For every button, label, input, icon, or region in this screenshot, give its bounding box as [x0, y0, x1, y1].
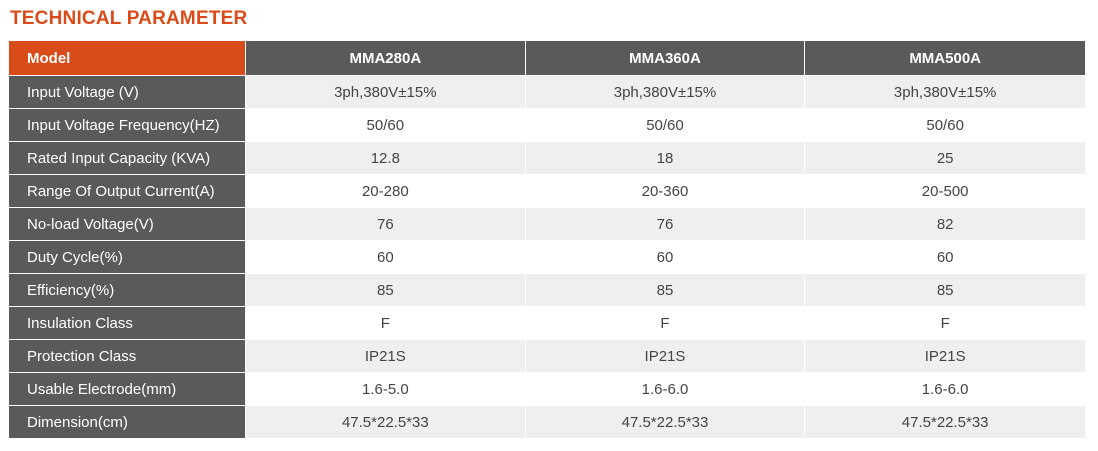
technical-parameter-table: Model MMA280A MMA360A MMA500A Input Volt…	[9, 41, 1085, 438]
cell-value: 12.8	[246, 141, 526, 174]
table-header-row: Model MMA280A MMA360A MMA500A	[9, 41, 1085, 75]
table-row: Protection Class IP21S IP21S IP21S	[9, 339, 1085, 372]
row-label: Dimension(cm)	[9, 405, 246, 438]
cell-value: 1.6-5.0	[246, 372, 526, 405]
model-header-mma500a: MMA500A	[805, 41, 1085, 75]
model-header: Model	[9, 41, 246, 75]
row-label: Range Of Output Current(A)	[9, 174, 246, 207]
cell-value: 1.6-6.0	[525, 372, 806, 405]
cell-value: 20-280	[246, 174, 526, 207]
row-label: Duty Cycle(%)	[9, 240, 246, 273]
table-row: Dimension(cm) 47.5*22.5*33 47.5*22.5*33 …	[9, 405, 1085, 438]
cell-value: 60	[525, 240, 806, 273]
cell-value: F	[525, 306, 806, 339]
table-row: Rated Input Capacity (KVA) 12.8 18 25	[9, 141, 1085, 174]
cell-value: 82	[805, 207, 1085, 240]
cell-value: IP21S	[805, 339, 1085, 372]
cell-value: 25	[805, 141, 1085, 174]
cell-value: 76	[525, 207, 806, 240]
cell-value: IP21S	[525, 339, 806, 372]
cell-value: 47.5*22.5*33	[805, 405, 1085, 438]
row-label: Efficiency(%)	[9, 273, 246, 306]
cell-value: 85	[246, 273, 526, 306]
table-row: Range Of Output Current(A) 20-280 20-360…	[9, 174, 1085, 207]
cell-value: 47.5*22.5*33	[246, 405, 526, 438]
cell-value: F	[246, 306, 526, 339]
table-row: Insulation Class F F F	[9, 306, 1085, 339]
table-row: No-load Voltage(V) 76 76 82	[9, 207, 1085, 240]
row-label: No-load Voltage(V)	[9, 207, 246, 240]
cell-value: F	[805, 306, 1085, 339]
row-label: Usable Electrode(mm)	[9, 372, 246, 405]
model-header-mma360a: MMA360A	[525, 41, 806, 75]
table-row: Duty Cycle(%) 60 60 60	[9, 240, 1085, 273]
cell-value: 20-360	[525, 174, 806, 207]
page-title: TECHNICAL PARAMETER	[10, 8, 248, 29]
table-row: Input Voltage Frequency(HZ) 50/60 50/60 …	[9, 108, 1085, 141]
table-row: Usable Electrode(mm) 1.6-5.0 1.6-6.0 1.6…	[9, 372, 1085, 405]
row-label: Insulation Class	[9, 306, 246, 339]
cell-value: 50/60	[525, 108, 806, 141]
cell-value: 18	[525, 141, 806, 174]
table-row: Input Voltage (V) 3ph,380V±15% 3ph,380V±…	[9, 75, 1085, 108]
model-header-mma280a: MMA280A	[246, 41, 526, 75]
cell-value: 60	[805, 240, 1085, 273]
cell-value: 20-500	[805, 174, 1085, 207]
row-label: Input Voltage (V)	[9, 75, 246, 108]
cell-value: 85	[525, 273, 806, 306]
cell-value: 3ph,380V±15%	[805, 75, 1085, 108]
row-label: Input Voltage Frequency(HZ)	[9, 108, 246, 141]
cell-value: IP21S	[246, 339, 526, 372]
cell-value: 47.5*22.5*33	[525, 405, 806, 438]
cell-value: 60	[246, 240, 526, 273]
cell-value: 85	[805, 273, 1085, 306]
cell-value: 1.6-6.0	[805, 372, 1085, 405]
row-label: Rated Input Capacity (KVA)	[9, 141, 246, 174]
cell-value: 3ph,380V±15%	[525, 75, 806, 108]
row-label: Protection Class	[9, 339, 246, 372]
cell-value: 50/60	[246, 108, 526, 141]
cell-value: 50/60	[805, 108, 1085, 141]
cell-value: 3ph,380V±15%	[246, 75, 526, 108]
cell-value: 76	[246, 207, 526, 240]
table-row: Efficiency(%) 85 85 85	[9, 273, 1085, 306]
